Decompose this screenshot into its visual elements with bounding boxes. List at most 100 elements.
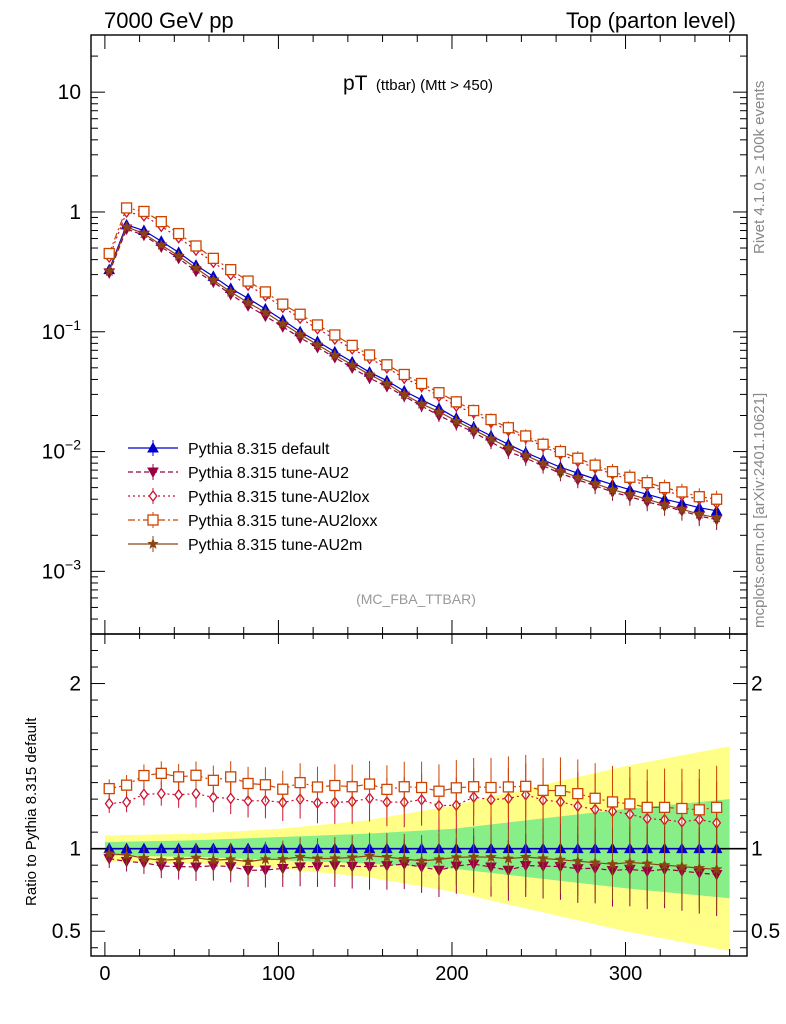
data-point [624, 471, 636, 483]
legend-item: Pythia 8.315 tune-AU2lox [128, 488, 369, 506]
ratio-point [311, 852, 324, 864]
ratio-point [104, 797, 114, 810]
data-point [432, 405, 445, 417]
ratio-y-tick-label: 2 [69, 673, 81, 696]
data-point [346, 339, 358, 352]
data-point [259, 286, 272, 298]
data-point [346, 358, 359, 370]
data-point [502, 441, 515, 453]
data-point [537, 438, 549, 450]
ratio-point [519, 850, 532, 863]
ratio-point [242, 777, 254, 790]
data-point [103, 264, 116, 277]
ratio-point [641, 857, 654, 869]
ratio-point [120, 848, 133, 861]
ratio-point [190, 769, 202, 781]
ratio-point [606, 857, 619, 870]
ratio-point [658, 801, 671, 814]
legend-item: Pythia 8.315 default [128, 440, 330, 458]
legend-item: Pythia 8.315 tune-AU2 [128, 464, 349, 482]
ratio-point [641, 801, 653, 814]
data-point [415, 397, 428, 409]
data-point [242, 296, 255, 308]
data-point [589, 477, 602, 489]
data-point [589, 459, 601, 471]
ratio-point [207, 853, 220, 866]
ratio-point [415, 781, 428, 794]
ratio-point [224, 853, 237, 865]
ratio-point [520, 780, 532, 792]
data-point [172, 249, 185, 261]
ratio-point [346, 781, 358, 793]
y-tick-label: 10−3 [42, 556, 82, 583]
x-tick-label: 0 [99, 963, 110, 985]
ratio-point [502, 781, 515, 793]
data-point [225, 263, 237, 276]
ratio-point [226, 792, 236, 805]
ratio-y-tick-label: 1 [69, 838, 81, 861]
data-point [554, 464, 567, 476]
data-point [398, 368, 410, 381]
ratio-point [433, 785, 445, 797]
ratio-point [311, 781, 324, 793]
ratio-point [502, 852, 515, 864]
ratio-point [120, 779, 133, 791]
legend-label: Pythia 8.315 tune-AU2loxx [188, 513, 377, 530]
legend-marker [147, 537, 159, 549]
ratio-point [277, 783, 289, 795]
data-point [641, 492, 654, 505]
ratio-point [138, 769, 150, 782]
data-point [398, 388, 411, 400]
legend-marker [147, 441, 159, 453]
data-point [224, 285, 237, 298]
ratio-point [139, 788, 149, 801]
data-point [155, 238, 168, 251]
ratio-point [450, 782, 462, 794]
ratio-ylabel: Ratio to Pythia 8.315 default [23, 717, 40, 906]
ratio-y-tick-label: 0.5 [52, 920, 81, 943]
ratio-point [693, 804, 705, 816]
series-layer [103, 202, 723, 917]
ratio-point [658, 858, 671, 871]
data-point [693, 507, 706, 520]
x-tick-label: 100 [262, 963, 295, 985]
ratio-point [485, 850, 498, 863]
data-point [571, 471, 584, 483]
legend-marker [147, 467, 159, 479]
ratio-point [485, 781, 497, 794]
ratio-point [156, 787, 166, 800]
data-point [658, 498, 671, 510]
ratio-point [398, 852, 411, 865]
data-point [468, 404, 480, 417]
y-tick-label: 10−2 [42, 437, 82, 464]
data-point [675, 502, 688, 515]
ratio-point [710, 863, 723, 875]
ratio-point [537, 784, 549, 797]
ratio-point [675, 860, 688, 872]
y-tick-label: 10−1 [42, 317, 82, 344]
ratio-point [432, 853, 445, 865]
data-point [311, 319, 324, 331]
ratio-point [381, 783, 393, 796]
data-point [311, 338, 324, 350]
ratio-point [259, 853, 272, 865]
analysis-label: (MC_FBA_TTBAR) [356, 591, 476, 607]
data-point [277, 298, 289, 310]
data-point [658, 481, 671, 494]
ratio-point [537, 852, 550, 864]
series-5 [103, 220, 723, 911]
legend-item: Pythia 8.315 tune-AU2loxx [128, 512, 377, 530]
data-point [623, 488, 636, 500]
ratio-point [329, 779, 341, 792]
data-point [606, 465, 619, 478]
legend-label: Pythia 8.315 tune-AU2 [188, 465, 349, 482]
data-point [485, 432, 498, 444]
data-point [328, 348, 341, 361]
y-tick-label: 10 [58, 81, 81, 104]
legend-label: Pythia 8.315 default [188, 441, 330, 458]
ratio-point [554, 853, 567, 865]
ratio-point [172, 771, 185, 783]
ratio-point [103, 782, 115, 795]
data-point [207, 273, 220, 286]
